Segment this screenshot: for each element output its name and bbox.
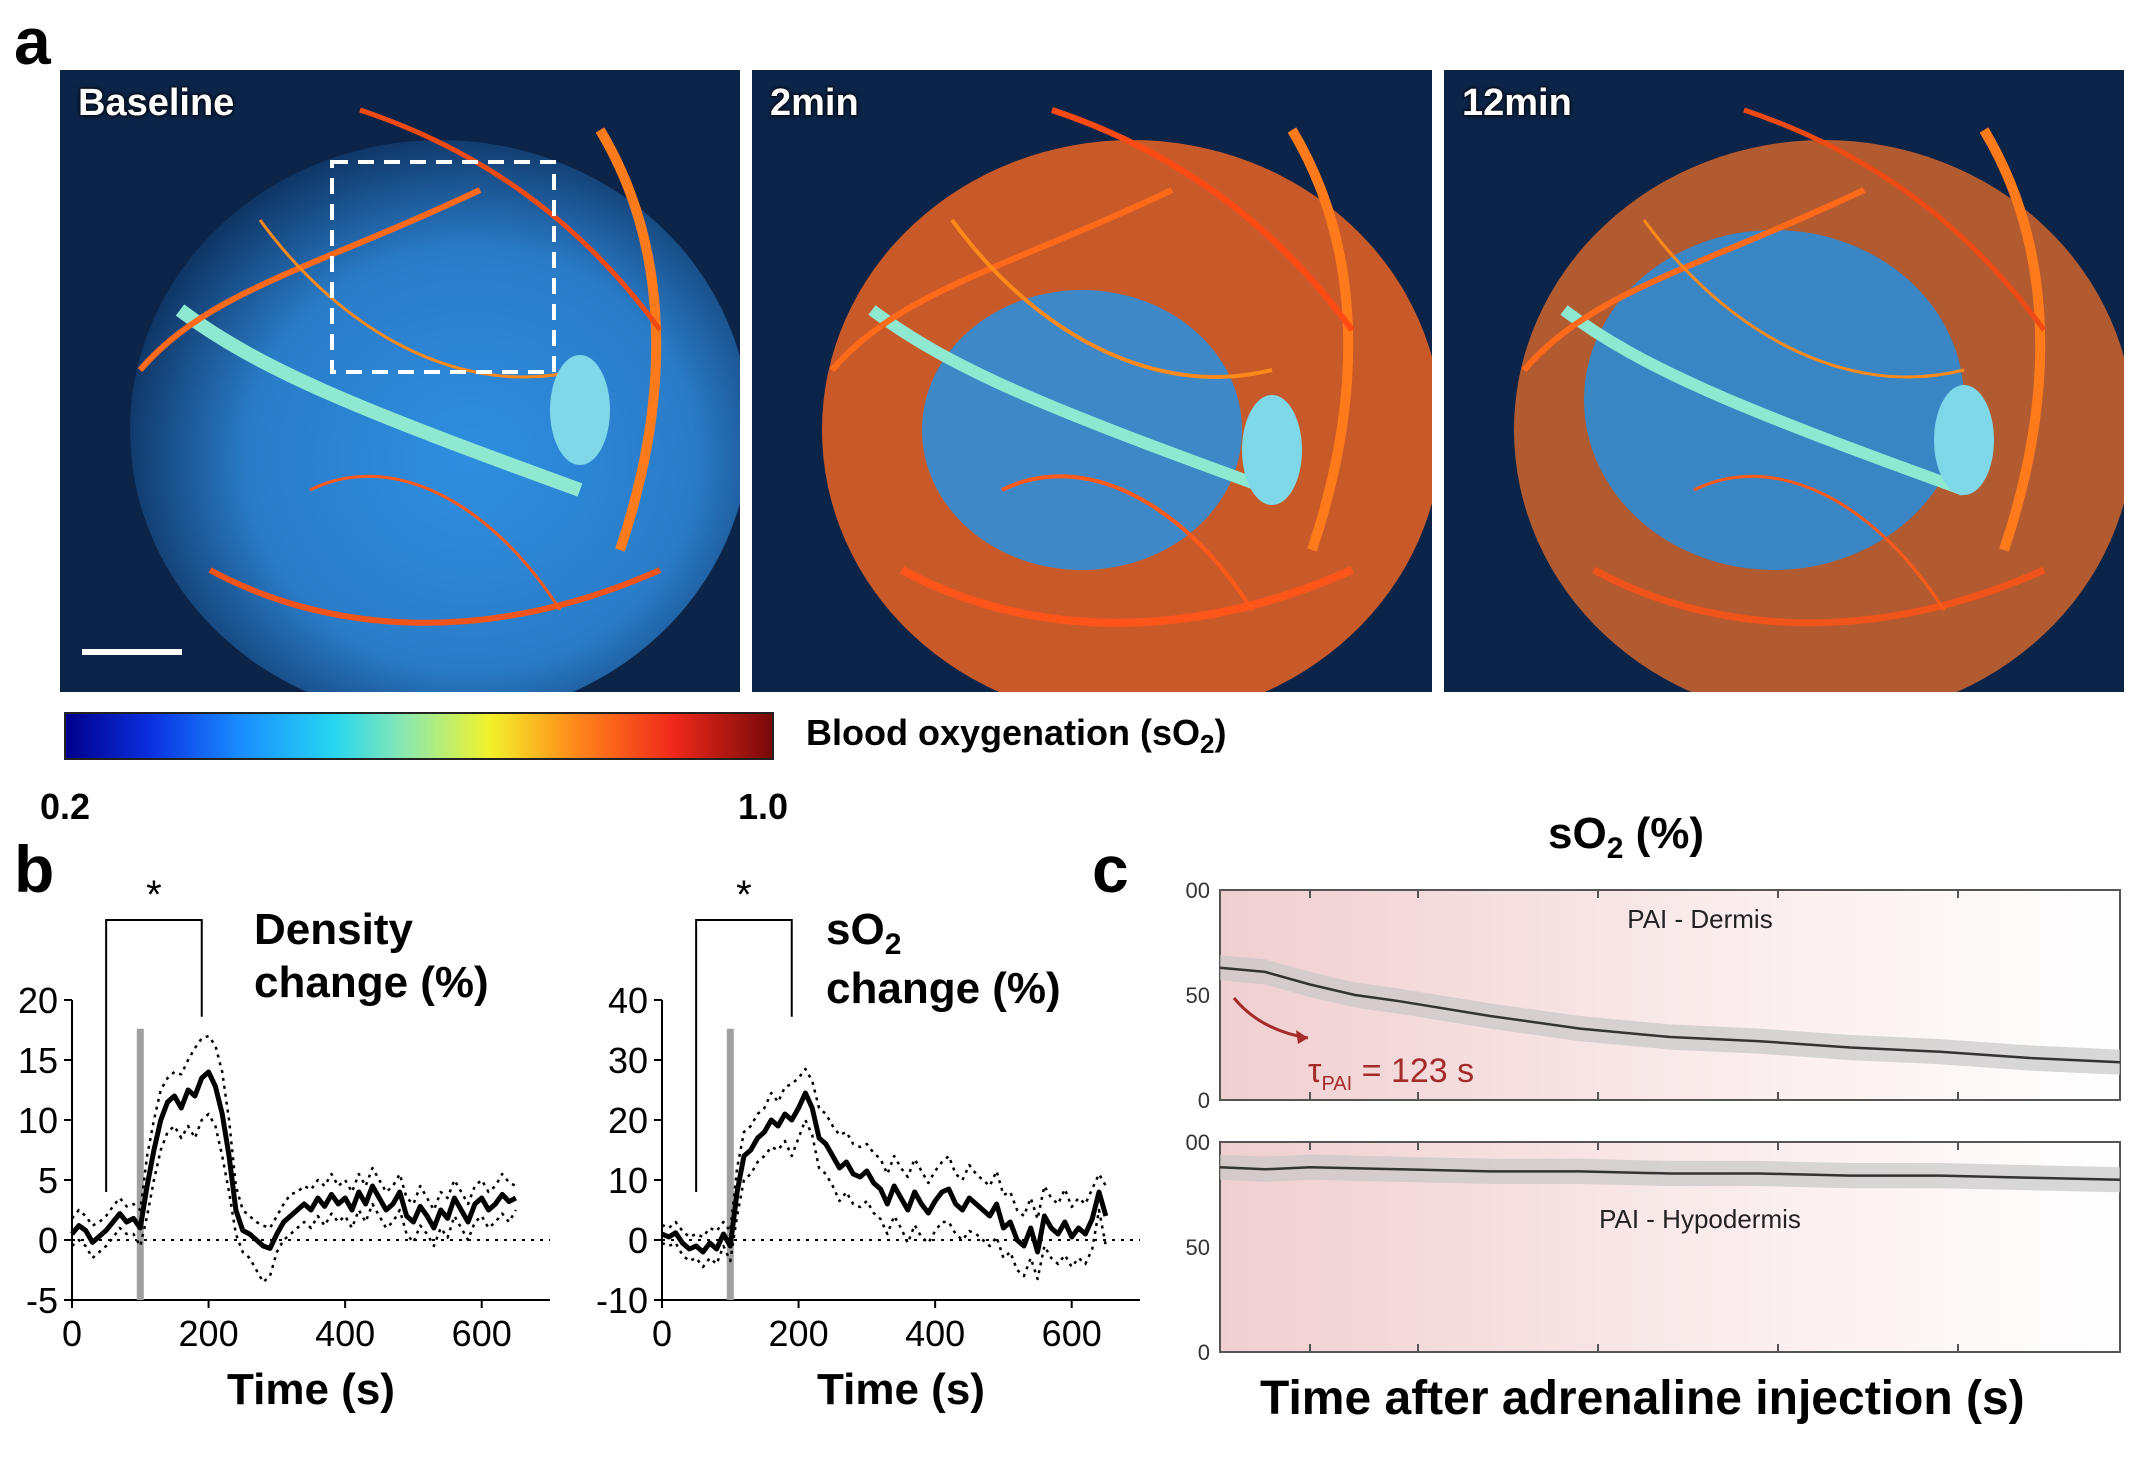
so2-chart-title: sO2 change (%) xyxy=(826,905,1061,1013)
x-tick-label: 200 xyxy=(179,1313,239,1354)
significance-star: * xyxy=(146,880,162,917)
x-tick-label: 400 xyxy=(315,1313,375,1354)
panel-c-chart: 0 50 00 PAI - Dermis 0 50 00 PAI - Hypodermis τP… xyxy=(1186,878,2121,1365)
subplot-label: PAI - Hypodermis xyxy=(1599,1204,1801,1234)
y-tick-label: 0 xyxy=(38,1220,58,1261)
series-lower xyxy=(71,1112,517,1284)
series-upper xyxy=(71,1034,517,1230)
y-tick-label: -10 xyxy=(596,1280,648,1321)
series-lower xyxy=(661,1118,1108,1281)
vessel-image-12min: 12min xyxy=(1444,70,2124,692)
vessel-image-2min: 2min xyxy=(752,70,1432,692)
y-tick-label: 0 xyxy=(628,1220,648,1261)
colorbar xyxy=(64,712,774,760)
significance-star: * xyxy=(736,880,752,917)
x-axis-label: Time (s) xyxy=(227,1365,395,1414)
roi-box xyxy=(330,160,556,374)
y-tick-label: 30 xyxy=(608,1040,648,1081)
colorbar-max: 1.0 xyxy=(738,786,789,827)
series-mean xyxy=(70,1069,518,1251)
series-upper xyxy=(661,1067,1107,1239)
panel-c-xlabel: Time after adrenaline injection (s) xyxy=(1260,1372,2025,1425)
series-mean xyxy=(660,1090,1109,1255)
panel-c-title: sO2 (%) xyxy=(1548,809,1705,865)
tau-arrowhead xyxy=(1296,1030,1308,1044)
series-mean xyxy=(1219,1165,2121,1182)
colorbar-label: Blood oxygenation (sO2) xyxy=(806,712,1227,760)
vessel-image-baseline: Baseline xyxy=(60,70,740,692)
y-tick-label: 0 xyxy=(1198,1340,1210,1365)
x-tick-label: 0 xyxy=(652,1313,672,1354)
y-tick-label: 50 xyxy=(1186,1235,1210,1260)
panel-label-b: b xyxy=(14,832,55,906)
y-tick-label: 0 xyxy=(1198,1088,1210,1113)
subplot-label: PAI - Dermis xyxy=(1627,904,1772,934)
y-tick-label: 40 xyxy=(608,980,648,1021)
significance-bracket xyxy=(695,919,793,1192)
y-tick-label: 50 xyxy=(1186,983,1210,1008)
y-tick-label: 00 xyxy=(1186,878,1210,903)
tau-annotation: τPAI = 123 s xyxy=(1308,1052,1474,1095)
panel-label-a: a xyxy=(14,4,51,78)
vessel-image-art xyxy=(1444,70,2124,692)
y-tick-label: 5 xyxy=(38,1160,58,1201)
x-tick-label: 400 xyxy=(905,1313,965,1354)
y-tick-label: -5 xyxy=(26,1280,58,1321)
confidence-band xyxy=(1220,955,2120,1075)
series-mean xyxy=(1219,966,2121,1064)
y-tick-label: 00 xyxy=(1186,1130,1210,1155)
panel-label-c: c xyxy=(1092,832,1129,906)
x-axis-label: Time (s) xyxy=(817,1365,985,1414)
y-tick-label: 10 xyxy=(608,1160,648,1201)
image-label-baseline: Baseline xyxy=(78,82,235,124)
image-label-12min: 12min xyxy=(1462,82,1572,124)
vessel-image-art xyxy=(752,70,1432,692)
y-tick-label: 20 xyxy=(18,980,58,1021)
y-tick-label: 20 xyxy=(608,1100,648,1141)
density-chart-title: Density change (%) xyxy=(254,905,489,1007)
y-tick-label: 10 xyxy=(18,1100,58,1141)
x-tick-label: 200 xyxy=(769,1313,829,1354)
image-label-2min: 2min xyxy=(770,82,859,124)
colorbar-min: 0.2 xyxy=(40,786,91,827)
significance-bracket xyxy=(105,919,203,1192)
x-tick-label: 0 xyxy=(62,1313,82,1354)
x-tick-label: 600 xyxy=(452,1313,512,1354)
y-tick-label: 15 xyxy=(18,1040,58,1081)
x-tick-label: 600 xyxy=(1042,1313,1102,1354)
vessel-image-art xyxy=(60,70,740,692)
